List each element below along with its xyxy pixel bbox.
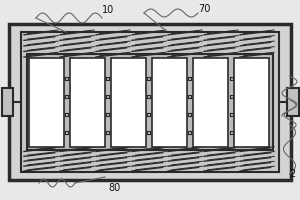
Bar xyxy=(9,24,291,180)
Text: 80: 80 xyxy=(108,183,120,193)
Bar xyxy=(287,88,298,116)
Bar xyxy=(111,58,146,147)
Bar xyxy=(2,88,13,116)
Bar xyxy=(28,58,64,147)
Bar xyxy=(234,58,269,147)
Text: 10: 10 xyxy=(102,5,114,15)
Text: 70: 70 xyxy=(198,4,210,14)
Bar xyxy=(21,32,279,172)
Bar xyxy=(152,58,187,147)
Bar xyxy=(70,58,105,147)
Bar xyxy=(193,58,228,147)
Text: 2: 2 xyxy=(290,169,296,179)
Bar xyxy=(27,54,273,150)
